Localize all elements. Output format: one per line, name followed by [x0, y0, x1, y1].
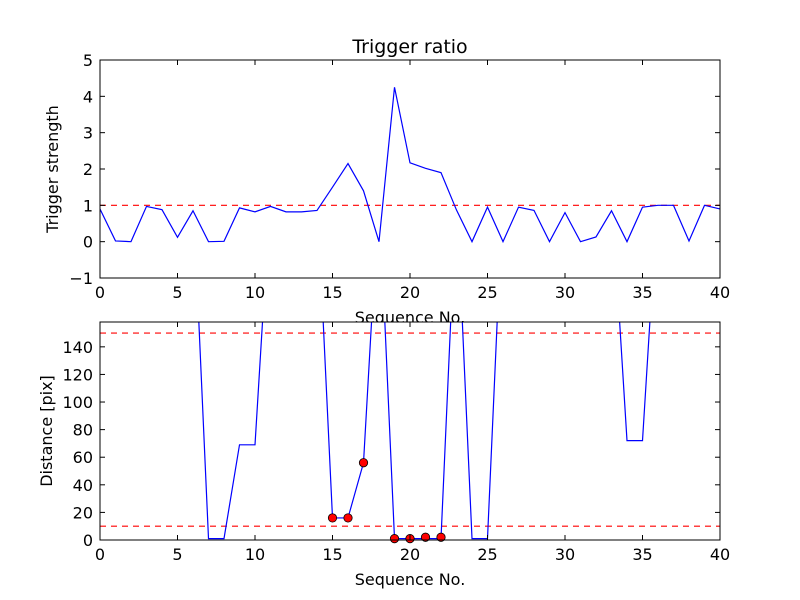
x-tick-label: 0 — [95, 283, 105, 302]
y-axis-label: Trigger strength — [43, 105, 62, 234]
x-tick-label: 40 — [710, 283, 730, 302]
x-tick-label: 5 — [172, 545, 182, 564]
chart-title: Trigger ratio — [351, 36, 467, 58]
y-tick-label: 40 — [73, 476, 93, 495]
plot-frame — [99, 321, 721, 541]
y-tick-label: 20 — [73, 503, 93, 522]
y-tick-label: 3 — [83, 124, 93, 143]
plot-frame — [99, 59, 721, 279]
x-tick-label: 0 — [95, 545, 105, 564]
data-point-marker — [436, 532, 446, 542]
series-line — [100, 87, 720, 244]
x-tick-label: 25 — [477, 545, 497, 564]
y-tick-label: 140 — [62, 338, 93, 357]
distance-panel: 0 5 10 15 20 25 30 35 40 0 20 40 60 80 100 120 140 Seque… — [37, 321, 730, 589]
x-tick-label: 25 — [477, 283, 497, 302]
x-tick-label: 20 — [400, 283, 420, 302]
x-tick-label: 10 — [245, 545, 265, 564]
y-tick-label: 0 — [83, 233, 93, 252]
x-tick-label: 30 — [555, 545, 575, 564]
data-point-marker — [420, 532, 431, 542]
y-tick-label: 1 — [83, 196, 93, 215]
x-tick-label: 10 — [245, 283, 265, 302]
y-axis-label: Distance [pix] — [37, 375, 56, 487]
data-point-marker — [327, 513, 338, 523]
x-tick-label: 30 — [555, 283, 575, 302]
x-tick-label: 5 — [172, 283, 182, 302]
x-tick-label: 35 — [632, 283, 652, 302]
data-point-marker — [343, 513, 353, 523]
y-tick-label: 120 — [62, 365, 93, 384]
y-tick-label: 2 — [83, 160, 93, 179]
x-tick-label: 20 — [400, 545, 420, 564]
y-tick-label: 4 — [83, 87, 93, 106]
y-tick-label: −1 — [69, 269, 93, 288]
x-tick-label: 40 — [710, 545, 730, 564]
y-tick-label: 0 — [83, 531, 93, 550]
x-tick-label: 35 — [632, 545, 652, 564]
x-axis-label: Sequence No. — [355, 570, 466, 589]
plot-area — [100, 60, 720, 278]
x-tick-label: 15 — [322, 283, 342, 302]
y-tick-label: 80 — [73, 421, 93, 440]
x-tick-label: 15 — [322, 545, 342, 564]
y-tick-label: 100 — [62, 393, 93, 412]
data-point-marker — [389, 534, 400, 544]
y-tick-label: 5 — [83, 51, 93, 70]
y-tick-label: 60 — [73, 448, 93, 467]
data-point-marker — [358, 458, 369, 468]
